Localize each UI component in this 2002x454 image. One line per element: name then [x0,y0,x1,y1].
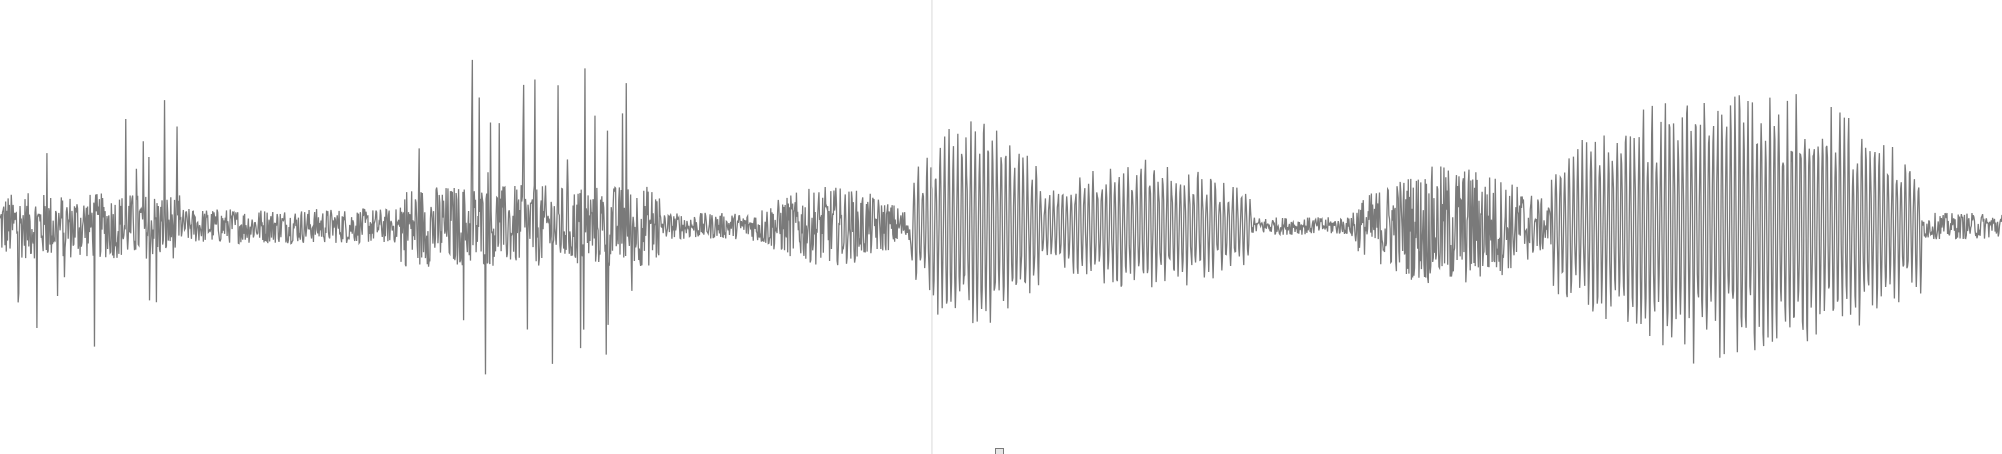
horizontal-scroll-handle[interactable] [995,448,1004,454]
waveform-trace [0,59,2002,375]
